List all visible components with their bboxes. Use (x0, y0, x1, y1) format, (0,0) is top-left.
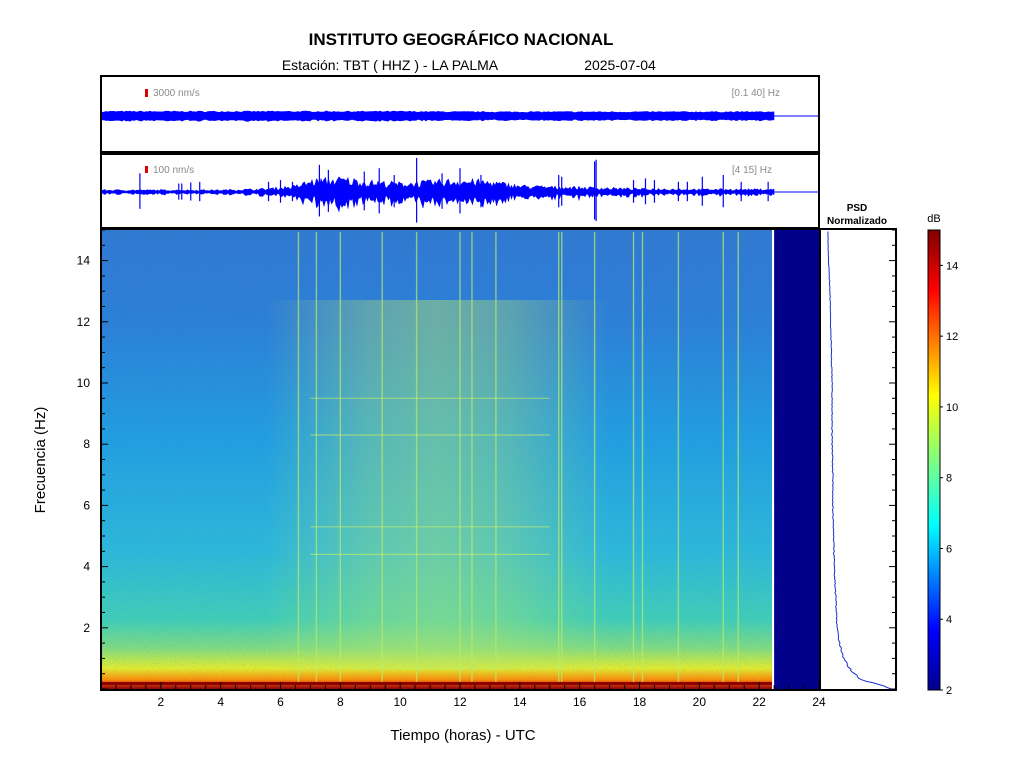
spectrogram-event-lines (297, 232, 739, 682)
x-tick-label: 8 (337, 695, 344, 709)
x-tick-label: 16 (573, 695, 587, 709)
x-tick-label: 22 (752, 695, 766, 709)
chart-title: INSTITUTO GEOGRÁFICO NACIONAL (309, 30, 614, 49)
seismogram-filtered-panel: 100 nm/s [4 15] Hz (100, 153, 820, 229)
y-tick-label: 10 (77, 376, 91, 390)
y-tick-label: 4 (83, 560, 90, 574)
amplitude-scale-marker (145, 89, 148, 97)
x-tick-label: 14 (513, 695, 527, 709)
band-label: [0.1 40] Hz (732, 88, 780, 99)
spectrogram-bottom-band (101, 682, 772, 685)
colorbar-tick-label: 12 (946, 331, 958, 343)
x-tick-label: 24 (812, 695, 826, 709)
y-axis-label: Frecuencia (Hz) (32, 407, 49, 514)
x-tick-label: 12 (453, 695, 467, 709)
spectrogram-no-data (774, 230, 819, 689)
date-label: 2025-07-04 (584, 57, 656, 73)
seismogram-broadband-frame (100, 75, 820, 153)
x-tick-label: 4 (217, 695, 224, 709)
amplitude-scale-label: 100 nm/s (153, 165, 194, 176)
station-label: Estación: TBT ( HHZ ) - LA PALMA (282, 57, 499, 73)
seismogram-broadband-panel: 3000 nm/s [0.1 40] Hz (100, 75, 820, 153)
x-axis-label: Tiempo (horas) - UTC (390, 727, 535, 744)
seismogram-filtered-trace (102, 176, 775, 213)
spectrogram-active-zone (265, 300, 610, 670)
colorbar-tick-label: 6 (946, 543, 952, 555)
colorbar-tick-label: 14 (946, 260, 958, 272)
psd-line (827, 231, 892, 690)
colorbar-tick-label: 8 (946, 473, 952, 485)
colorbar-tick-label: 2 (946, 685, 952, 697)
seismogram-broadband-trace (102, 110, 775, 122)
colorbar-label: dB (927, 213, 940, 225)
psd-panel: PSD Normalizado (819, 203, 897, 691)
psd-subtitle: Normalizado (827, 216, 887, 227)
colorbar-gradient (927, 229, 941, 691)
y-tick-label: 14 (77, 254, 91, 268)
x-tick-label: 2 (157, 695, 164, 709)
amplitude-scale-label: 3000 nm/s (153, 88, 200, 99)
x-tick-label: 18 (633, 695, 647, 709)
y-tick-label: 8 (83, 437, 90, 451)
seismogram-filtered-spikes (139, 158, 769, 223)
amplitude-scale-marker (145, 166, 148, 173)
spectrogram-tone-lines (310, 397, 550, 555)
psd-frame (819, 228, 897, 691)
y-tick-label: 6 (83, 498, 90, 512)
x-tick-label: 10 (393, 695, 407, 709)
colorbar-ticks: 2 4 6 8 10 12 14 (940, 260, 958, 697)
y-tick-label: 2 (83, 621, 90, 635)
colorbar-tick-label: 4 (946, 614, 952, 626)
y-tick-label: 12 (77, 315, 91, 329)
x-axis-ticks: 2 4 6 8 10 12 14 16 18 20 22 24 (100, 682, 826, 709)
x-tick-label: 20 (693, 695, 707, 709)
psd-title: PSD (847, 203, 868, 214)
colorbar: dB 2 4 6 8 10 12 14 (927, 213, 958, 697)
band-label: [4 15] Hz (732, 165, 772, 176)
colorbar-tick-label: 10 (946, 402, 958, 414)
x-tick-label: 6 (277, 695, 284, 709)
